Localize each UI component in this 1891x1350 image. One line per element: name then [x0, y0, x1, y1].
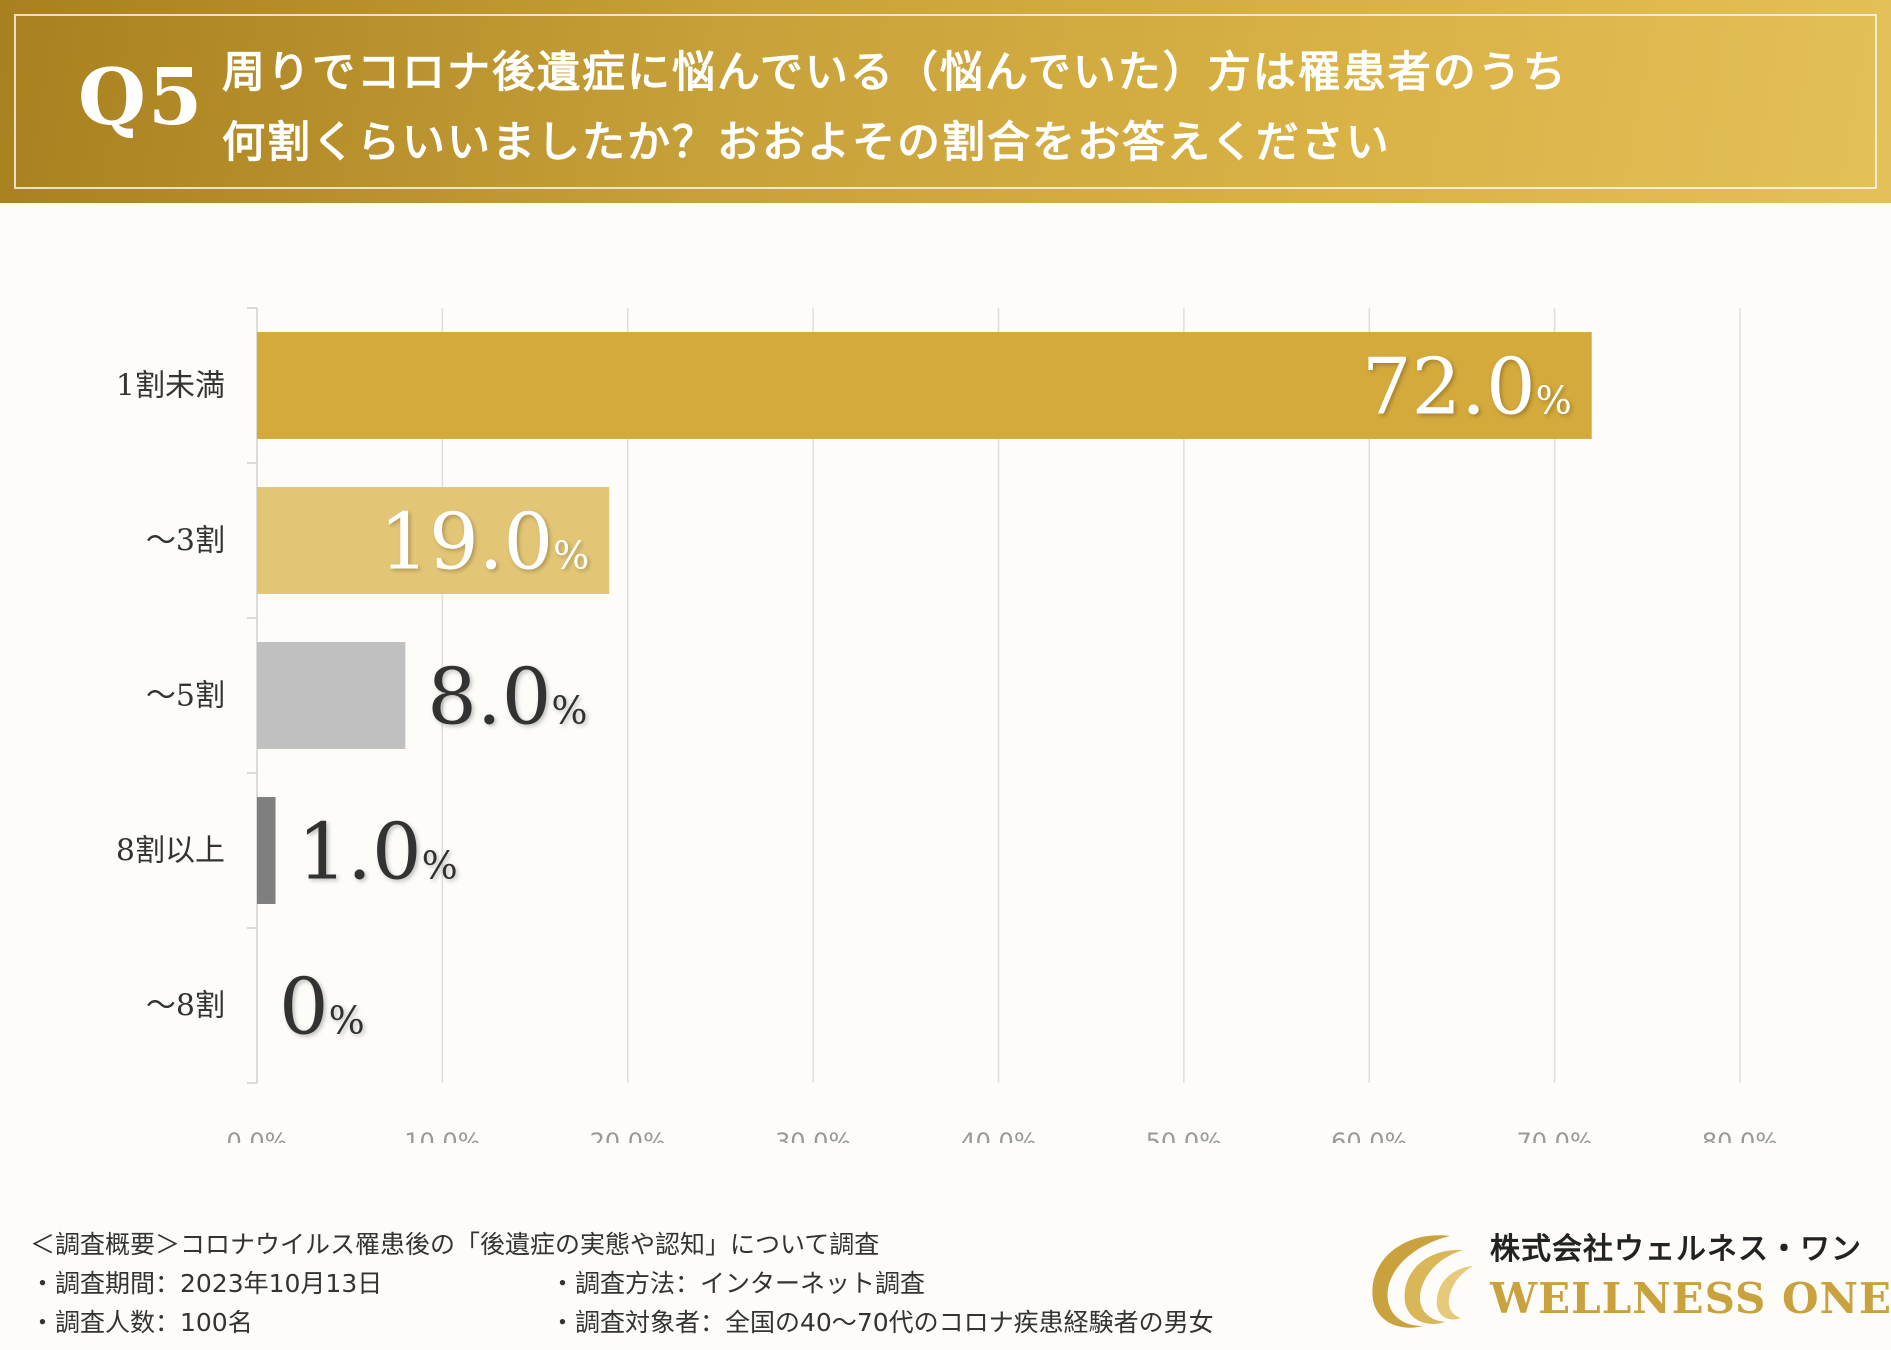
swoosh-logo-icon	[1372, 1235, 1473, 1328]
value-label: 72.0%	[1362, 343, 1572, 433]
x-tick-label: 70.0%	[1517, 1128, 1593, 1143]
value-unit: %	[422, 844, 458, 888]
bar	[257, 332, 1592, 439]
survey-summary: ＜調査概要＞コロナウイルス罹患後の「後遺症の実態や認知」について調査 ・調査期間…	[30, 1225, 1214, 1342]
x-tick-label: 10.0%	[404, 1128, 480, 1143]
x-tick-label: 30.0%	[775, 1128, 851, 1143]
category-axis	[247, 307, 258, 1084]
value-unit: %	[329, 999, 365, 1043]
header-frame	[14, 14, 1877, 189]
value-unit: %	[553, 534, 589, 578]
company-name-jp: 株式会社ウェルネス・ワン	[1490, 1232, 1862, 1267]
category-labels: 1割未満 ～3割 ～5割 8割以上 ～8割	[116, 369, 225, 1024]
bar	[257, 487, 610, 594]
survey-row-1: ・調査期間：2023年10月13日 ・調査方法：インターネット調査	[30, 1264, 925, 1303]
bar-chart: 1割未満 ～3割 ～5割 8割以上 ～8割 0.0% 10.0% 20.0% 30.0% 40.…	[116, 307, 1779, 1143]
category-label: 8割以上	[116, 834, 225, 869]
x-tick-label: 50.0%	[1146, 1128, 1222, 1143]
bar	[257, 797, 276, 904]
value-unit: %	[551, 689, 587, 733]
x-tick-label: 20.0%	[590, 1128, 666, 1143]
value-label: 8.0%	[427, 653, 587, 743]
survey-title: ＜調査概要＞コロナウイルス罹患後の「後遺症の実態や認知」について調査	[30, 1230, 880, 1259]
bars	[257, 332, 1592, 904]
question-line-2: 何割くらいいましたか？おおよその割合をお答えください	[222, 118, 1391, 168]
survey-method: ・調査方法：インターネット調査	[550, 1269, 926, 1298]
x-tick-label: 0.0%	[227, 1128, 288, 1143]
survey-target: ・調査対象者：全国の40～70代のコロナ疾患経験者の男女	[550, 1308, 1214, 1337]
value-label: 1.0%	[298, 808, 458, 898]
value-unit: %	[1536, 379, 1572, 423]
x-tick-label: 40.0%	[960, 1128, 1036, 1143]
category-label: ～5割	[146, 679, 225, 714]
category-label: ～3割	[146, 524, 225, 559]
value-number: 19.0	[379, 498, 553, 588]
category-label: 1割未満	[116, 369, 225, 404]
value-number: 8.0	[427, 653, 551, 743]
value-number: 1.0	[298, 808, 422, 898]
survey-period: ・調査期間：2023年10月13日	[30, 1269, 383, 1298]
value-labels: 72.0%19.0%8.0%1.0%0%	[279, 343, 1572, 1053]
survey-title-row: ＜調査概要＞コロナウイルス罹患後の「後遺症の実態や認知」について調査	[30, 1225, 879, 1264]
value-number: 72.0	[1362, 343, 1536, 433]
value-number: 0	[279, 963, 329, 1053]
company-name-en: WELLNESS ONE	[1490, 1274, 1891, 1323]
value-label: 19.0%	[379, 498, 589, 588]
bar	[257, 642, 406, 749]
x-tick-labels: 0.0% 10.0% 20.0% 30.0% 40.0% 50.0% 60.0% 70.0% 8…	[227, 1128, 1779, 1143]
question-text: 周りでコロナ後遺症に悩んでいる（悩んでいた）方は罹患者のうち 何割くらいいました…	[222, 38, 1822, 178]
category-label: ～8割	[146, 989, 225, 1024]
company-logo: 株式会社ウェルネス・ワン WELLNESS ONE	[1355, 1222, 1891, 1337]
question-line-1: 周りでコロナ後遺症に悩んでいる（悩んでいた）方は罹患者のうち	[222, 48, 1568, 98]
value-label: 0%	[279, 963, 365, 1053]
x-tick-label: 60.0%	[1331, 1128, 1407, 1143]
x-tick-label: 80.0%	[1702, 1128, 1778, 1143]
header-banner: Q5 周りでコロナ後遺症に悩んでいる（悩んでいた）方は罹患者のうち 何割くらいい…	[0, 0, 1891, 203]
question-number: Q5	[78, 52, 205, 143]
survey-count: ・調査人数：100名	[30, 1308, 253, 1337]
survey-row-2: ・調査人数：100名 ・調査対象者：全国の40～70代のコロナ疾患経験者の男女	[30, 1303, 1214, 1342]
